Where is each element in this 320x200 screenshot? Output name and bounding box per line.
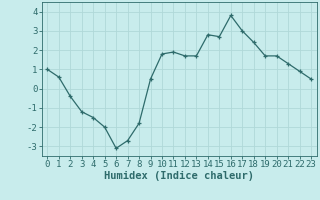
X-axis label: Humidex (Indice chaleur): Humidex (Indice chaleur) (104, 171, 254, 181)
